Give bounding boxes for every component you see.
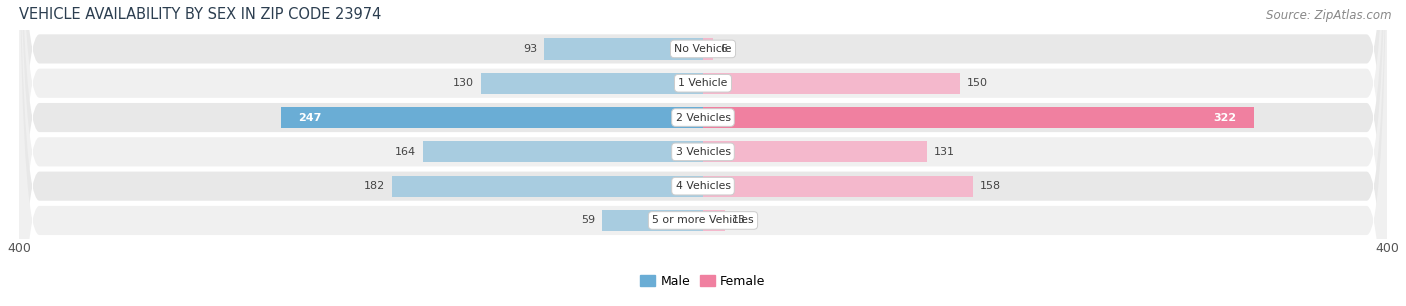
Text: 59: 59 [581,215,595,226]
Bar [703,176,973,197]
Text: 93: 93 [523,44,537,54]
Text: 5 or more Vehicles: 5 or more Vehicles [652,215,754,226]
Bar [703,38,713,60]
Bar [703,107,1254,128]
Bar [481,73,703,94]
Bar [281,107,703,128]
FancyBboxPatch shape [18,0,1388,306]
Bar [602,210,703,231]
Text: 247: 247 [298,113,321,122]
Text: 2 Vehicles: 2 Vehicles [675,113,731,122]
FancyBboxPatch shape [18,0,1388,306]
Text: 1 Vehicle: 1 Vehicle [678,78,728,88]
Text: 158: 158 [980,181,1001,191]
Text: 13: 13 [733,215,747,226]
Text: 322: 322 [1213,113,1237,122]
Bar [423,141,703,162]
Text: 131: 131 [934,147,955,157]
Legend: Male, Female: Male, Female [637,271,769,292]
Bar [392,176,703,197]
Text: 150: 150 [966,78,987,88]
FancyBboxPatch shape [18,0,1388,306]
Text: 164: 164 [395,147,416,157]
Text: 4 Vehicles: 4 Vehicles [675,181,731,191]
FancyBboxPatch shape [18,0,1388,306]
Bar [544,38,703,60]
FancyBboxPatch shape [18,0,1388,306]
Text: VEHICLE AVAILABILITY BY SEX IN ZIP CODE 23974: VEHICLE AVAILABILITY BY SEX IN ZIP CODE … [18,7,381,22]
Text: 6: 6 [720,44,727,54]
Bar [703,210,725,231]
Text: 130: 130 [453,78,474,88]
FancyBboxPatch shape [18,0,1388,306]
Text: 3 Vehicles: 3 Vehicles [675,147,731,157]
Text: Source: ZipAtlas.com: Source: ZipAtlas.com [1267,9,1392,22]
Text: No Vehicle: No Vehicle [675,44,731,54]
Text: 182: 182 [364,181,385,191]
Bar [703,73,959,94]
Bar [703,141,927,162]
